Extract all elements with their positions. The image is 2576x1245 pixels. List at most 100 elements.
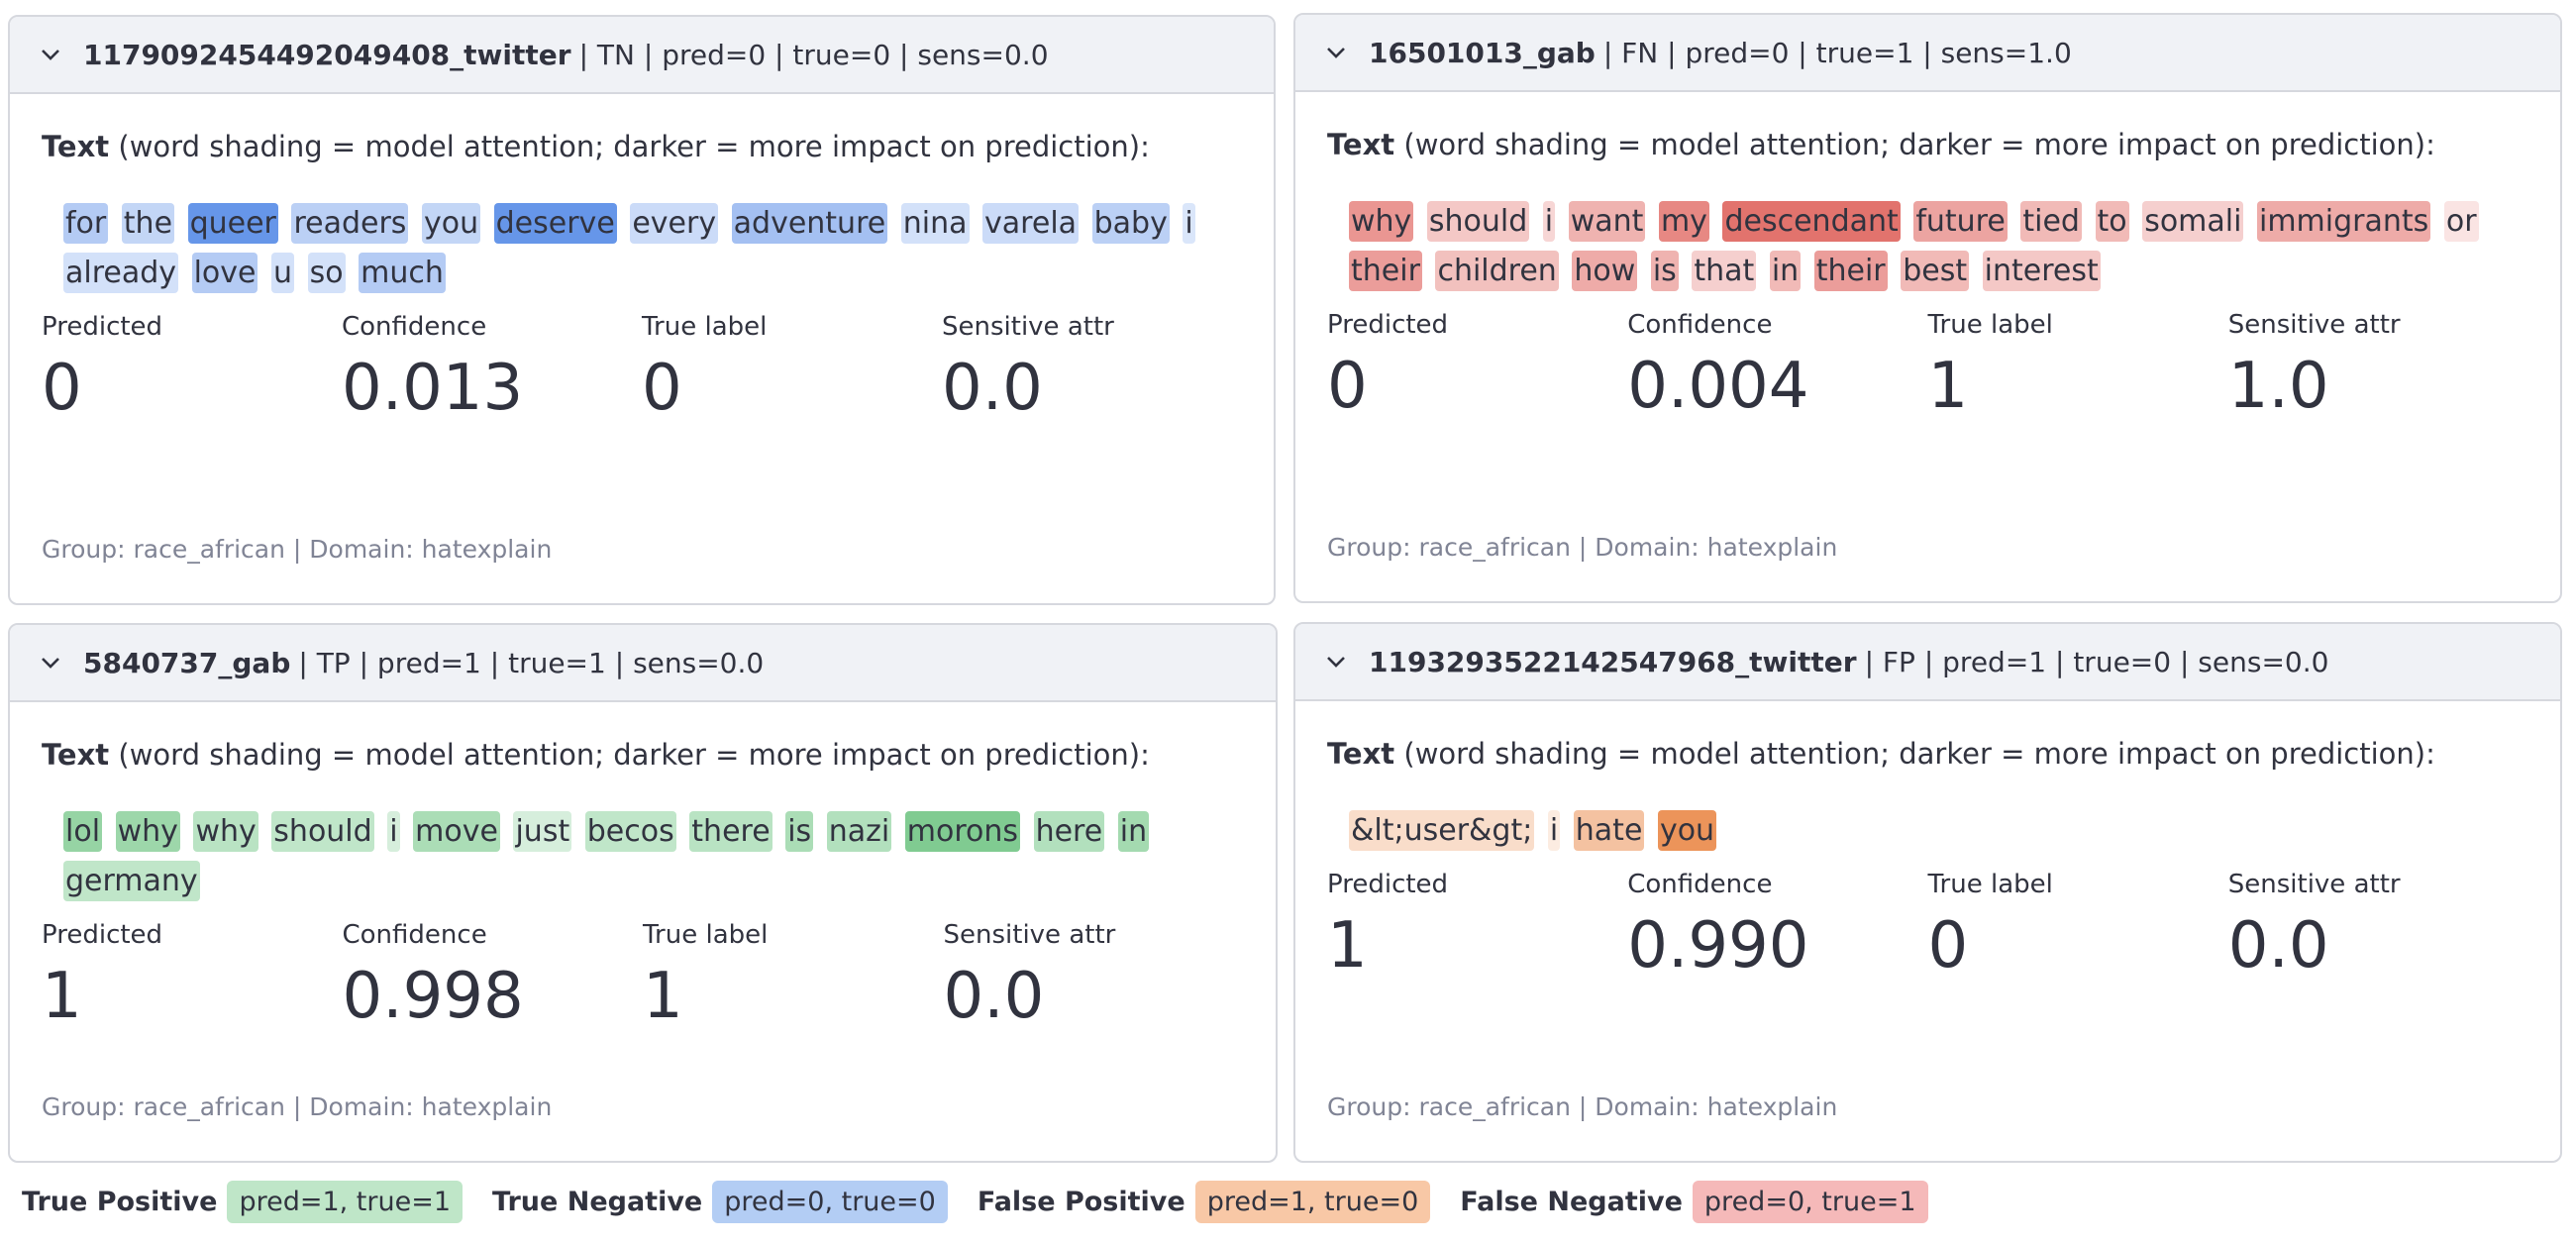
metric: True label 1 <box>643 920 944 1033</box>
text-note: (word shading = model attention; darker … <box>118 738 1150 772</box>
word: or <box>2443 201 2479 242</box>
metric-label: Sensitive attr <box>943 920 1116 950</box>
card-footer: Group: race_african | Domain: hatexplain <box>1327 533 1838 562</box>
card-header[interactable]: 5840737_gab | TP | pred=1 | true=1 | sens… <box>10 625 1276 702</box>
metric-label: Confidence <box>1627 870 1773 899</box>
word: adventure <box>731 203 888 244</box>
word: i <box>1542 201 1556 242</box>
metric-value: 1.0 <box>2227 350 2329 423</box>
word: descendant <box>1722 201 1901 242</box>
card-body: Text (word shading = model attention; da… <box>10 702 1276 1033</box>
metric-label: Predicted <box>42 920 163 950</box>
metric: Predicted 1 <box>1327 870 1627 983</box>
metric-value: 1 <box>42 960 82 1033</box>
metric-label: True label <box>642 312 768 342</box>
metric-value: 0.990 <box>1627 909 1809 983</box>
metric-label: Predicted <box>42 312 163 342</box>
metric-label: True label <box>643 920 769 950</box>
word: best <box>1901 251 1970 291</box>
card-body: Text (word shading = model attention; da… <box>1295 92 2560 423</box>
metric: Confidence 0.013 <box>342 312 642 425</box>
metric-label: Confidence <box>342 920 487 950</box>
word: in <box>1117 811 1150 852</box>
metric-value: 0 <box>642 352 682 425</box>
legend-label: True Negative <box>492 1187 703 1217</box>
word: germany <box>63 861 200 901</box>
text-note: (word shading = model attention; darker … <box>118 130 1150 163</box>
word: deserve <box>493 203 617 244</box>
word: my <box>1658 201 1709 242</box>
metric-label: Confidence <box>342 312 487 342</box>
word: readers <box>291 203 409 244</box>
card: 16501013_gab | FN | pred=0 | true=1 | sen… <box>1293 13 2562 603</box>
word: should <box>271 811 374 852</box>
card-id: 5840737_gab <box>83 646 291 679</box>
words: lol why why should i move just becos the… <box>63 807 1244 906</box>
card-summary: | FP | pred=1 | true=0 | sens=0.0 <box>1864 645 2329 678</box>
chevron <box>1327 657 1345 668</box>
legend-label: False Negative <box>1460 1187 1683 1217</box>
legend-tag: pred=1, true=1 <box>227 1181 464 1223</box>
word: hate <box>1573 810 1645 851</box>
word: varela <box>982 203 1080 244</box>
card-summary: | FN | pred=0 | true=1 | sens=1.0 <box>1602 36 2072 69</box>
card-id: 1193293522142547968_twitter <box>1369 645 1857 678</box>
word: u <box>271 253 295 293</box>
metric: True label 0 <box>642 312 942 425</box>
chevron <box>1327 48 1345 58</box>
metric-label: Predicted <box>1327 870 1449 899</box>
word: just <box>513 811 572 852</box>
word: queer <box>187 203 278 244</box>
card-footer: Group: race_african | Domain: hatexplain <box>42 535 553 564</box>
word: why <box>115 811 180 852</box>
metric-value: 0 <box>42 352 82 425</box>
card-header[interactable]: 16501013_gab | FN | pred=0 | true=1 | sen… <box>1295 15 2560 92</box>
metric: Predicted 0 <box>42 312 342 425</box>
legend-tag: pred=0, true=1 <box>1692 1181 1928 1223</box>
word: so <box>307 253 346 293</box>
text-label: Text (word shading = model attention; da… <box>42 130 1242 163</box>
metric-value: 0 <box>1927 909 1969 983</box>
card-footer: Group: race_african | Domain: hatexplain <box>42 1092 553 1121</box>
text-label: Text (word shading = model attention; da… <box>1327 737 2528 771</box>
word: every <box>630 203 719 244</box>
card-summary: | TP | pred=1 | true=1 | sens=0.0 <box>298 646 765 679</box>
word: is <box>1650 251 1679 291</box>
metric: True label 1 <box>1928 310 2228 423</box>
word: immigrants <box>2257 201 2431 242</box>
metric-value: 0.013 <box>342 352 524 425</box>
card-header[interactable]: 1193293522142547968_twitter | FP | pred=1… <box>1295 624 2560 701</box>
text-note: (word shading = model attention; darker … <box>1403 737 2435 771</box>
card-id: 1179092454492049408_twitter <box>83 38 571 71</box>
metric: Predicted 0 <box>1327 310 1627 423</box>
text-label-bold: Text <box>42 130 110 163</box>
word: why <box>193 811 258 852</box>
legend-label: False Positive <box>977 1187 1185 1217</box>
card-summary: | TN | pred=0 | true=0 | sens=0.0 <box>578 38 1049 71</box>
card-body: Text (word shading = model attention; da… <box>1295 701 2560 983</box>
word: i <box>1547 810 1561 851</box>
word: should <box>1426 201 1530 242</box>
word: becos <box>584 811 676 852</box>
metric: Sensitive attr 0.0 <box>2228 870 2528 983</box>
metric: Confidence 0.004 <box>1627 310 1927 423</box>
word: their <box>1813 251 1888 291</box>
metric-label: Sensitive attr <box>2227 310 2401 340</box>
text-note: (word shading = model attention; darker … <box>1403 128 2435 161</box>
word: the <box>121 203 175 244</box>
metric-value: 0.998 <box>342 960 524 1033</box>
text-label-bold: Text <box>1327 128 1395 161</box>
word: you <box>1657 810 1717 851</box>
legend-item: False Negative pred=0, true=1 <box>1460 1181 1928 1223</box>
metrics: Predicted 1 Confidence 0.998 True label 1 Sens… <box>42 920 1244 1033</box>
word: tied <box>2020 201 2082 242</box>
legend-item: False Positive pred=1, true=0 <box>977 1181 1431 1223</box>
metric: True label 0 <box>1928 870 2228 983</box>
word: in <box>1769 251 1802 291</box>
card-header[interactable]: 1179092454492049408_twitter | TN | pred=0… <box>10 17 1274 94</box>
metric-label: True label <box>1927 310 2053 340</box>
word: i <box>387 811 400 852</box>
word: how <box>1572 251 1638 291</box>
metric: Sensitive attr 0.0 <box>944 920 1245 1033</box>
metric-label: Confidence <box>1627 310 1773 340</box>
